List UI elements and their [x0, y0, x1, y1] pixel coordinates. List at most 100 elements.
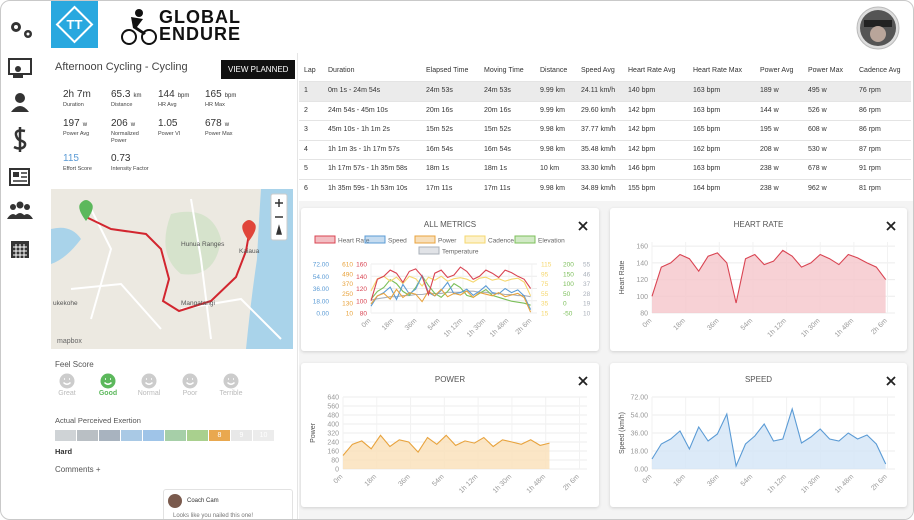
- table-cell: 608 w: [808, 126, 827, 133]
- map-road: [70, 282, 162, 330]
- feel-icon[interactable]: [141, 373, 157, 389]
- icon-user[interactable]: [11, 93, 29, 112]
- table-cell: 37.77 km/h: [581, 126, 616, 133]
- stat-unit: bpm: [224, 93, 237, 99]
- rpe-cell[interactable]: [143, 430, 164, 441]
- table-row[interactable]: [299, 139, 911, 160]
- feel-option[interactable]: Normal: [137, 390, 161, 397]
- expand-button[interactable]: [886, 376, 896, 386]
- avatar-bg: [168, 494, 182, 508]
- y-tick-label: 15: [541, 311, 549, 318]
- stat-number: 115: [63, 153, 79, 164]
- rpe-cell[interactable]: [99, 430, 120, 441]
- y-tick-label: -50: [563, 311, 573, 318]
- stat-value: 115: [63, 153, 79, 164]
- legend-swatch: [364, 235, 386, 244]
- icon-settings[interactable]: [11, 22, 32, 38]
- y-tick-label: 490: [342, 271, 353, 278]
- feel-icon[interactable]: [100, 373, 116, 389]
- table-cell: 189 w: [760, 87, 779, 94]
- y-tick-label: 610: [342, 262, 353, 269]
- y-tick-label: 640: [327, 395, 339, 402]
- y-tick-label: 100: [356, 298, 367, 305]
- stat-label: Power VI: [158, 131, 181, 137]
- expand-button[interactable]: [886, 221, 896, 231]
- rpe-cell[interactable]: [55, 430, 76, 441]
- table-row[interactable]: [299, 159, 911, 179]
- feel-icon[interactable]: [59, 373, 75, 389]
- y-tick-label: 0.00: [316, 311, 329, 318]
- rpe-cell[interactable]: 8: [209, 430, 230, 441]
- expand-button[interactable]: [578, 376, 588, 386]
- stat-label: Power Avg: [63, 131, 90, 137]
- table-row[interactable]: [299, 81, 911, 101]
- legend-item[interactable]: Elevation: [514, 235, 565, 245]
- rpe-cell[interactable]: [187, 430, 208, 441]
- legend-item[interactable]: Temperature: [418, 246, 479, 256]
- x-tick-label: 1h 30m: [466, 317, 488, 339]
- stat-value: 2h 7m: [63, 89, 91, 100]
- stat-value: 197 w: [63, 118, 87, 129]
- y-tick-label: 35: [541, 301, 549, 308]
- map-label: Mangatangi: [181, 300, 215, 307]
- area-fill: [652, 250, 886, 313]
- feel-icon[interactable]: [182, 373, 198, 389]
- feel-option[interactable]: Good: [98, 390, 118, 397]
- table-row[interactable]: [299, 100, 911, 121]
- icon-team[interactable]: [7, 201, 33, 220]
- icon-coach[interactable]: [8, 58, 32, 78]
- icon-calendar[interactable]: [11, 241, 29, 258]
- table-cell: 195 w: [760, 126, 779, 133]
- avatar[interactable]: [856, 6, 900, 50]
- table-cell: 164 bpm: [693, 184, 721, 192]
- legend-label: Elevation: [538, 238, 565, 245]
- table-cell: 208 w: [760, 145, 779, 153]
- comment-author: Coach Cam: [187, 498, 219, 504]
- legend-item[interactable]: Power: [414, 235, 457, 245]
- comments-toggle[interactable]: Comments +: [55, 465, 101, 474]
- y-tick-label: 46: [583, 271, 591, 278]
- legend-item[interactable]: Speed: [364, 235, 407, 245]
- map-road: [190, 198, 212, 340]
- y-tick-label: 72.00: [630, 395, 648, 402]
- table-cell: 87 rpm: [859, 145, 881, 153]
- feel-option[interactable]: Poor: [182, 390, 198, 397]
- expand-button[interactable]: [578, 221, 588, 231]
- y-tick-label: 0.00: [634, 467, 648, 474]
- table-row[interactable]: [299, 120, 911, 140]
- end-marker: [242, 220, 256, 241]
- map-attribution: mapbox: [57, 338, 82, 345]
- y-tick-label: 370: [342, 281, 353, 288]
- rpe-cell[interactable]: 9: [231, 430, 252, 441]
- table-cell: 24m 54s - 45m 10s: [328, 106, 388, 114]
- feel-option[interactable]: Terrible: [219, 390, 243, 397]
- table-header: Moving Time: [484, 67, 524, 74]
- icon-billing[interactable]: [13, 127, 27, 152]
- rpe-cell[interactable]: [165, 430, 186, 441]
- rpe-cell[interactable]: 10: [253, 430, 274, 441]
- x-tick-label: 1h 48m: [489, 317, 511, 339]
- map-label: Kaiaua: [239, 248, 260, 255]
- legend-item[interactable]: Heart Rate: [314, 235, 370, 245]
- feel-option[interactable]: Great: [58, 390, 76, 397]
- x-tick-label: 1h 30m: [492, 473, 514, 495]
- x-tick-label: 2h 6m: [562, 473, 581, 492]
- table-cell: 3: [304, 126, 308, 133]
- table-cell: 15m 52s: [426, 126, 453, 133]
- rpe-cell[interactable]: [121, 430, 142, 441]
- table-row[interactable]: [299, 178, 911, 199]
- feel-icon[interactable]: [223, 373, 239, 389]
- x-tick-label: 1h 12m: [767, 473, 789, 495]
- y-tick-label: 18.00: [313, 298, 330, 305]
- stat-label: HR Avg: [158, 102, 177, 108]
- icon-news[interactable]: [9, 168, 30, 186]
- zoom-controls[interactable]: [270, 193, 288, 241]
- y-tick-label: 80: [640, 311, 648, 318]
- start-marker: [79, 200, 93, 221]
- stat-label: HR Max: [205, 102, 225, 108]
- stat-value: 1.05: [158, 118, 177, 129]
- legend-item[interactable]: Cadence: [464, 235, 514, 245]
- view-planned-button[interactable]: VIEW PLANNED: [221, 60, 296, 79]
- rpe-cell[interactable]: [77, 430, 98, 441]
- y-tick-label: 100: [563, 281, 574, 288]
